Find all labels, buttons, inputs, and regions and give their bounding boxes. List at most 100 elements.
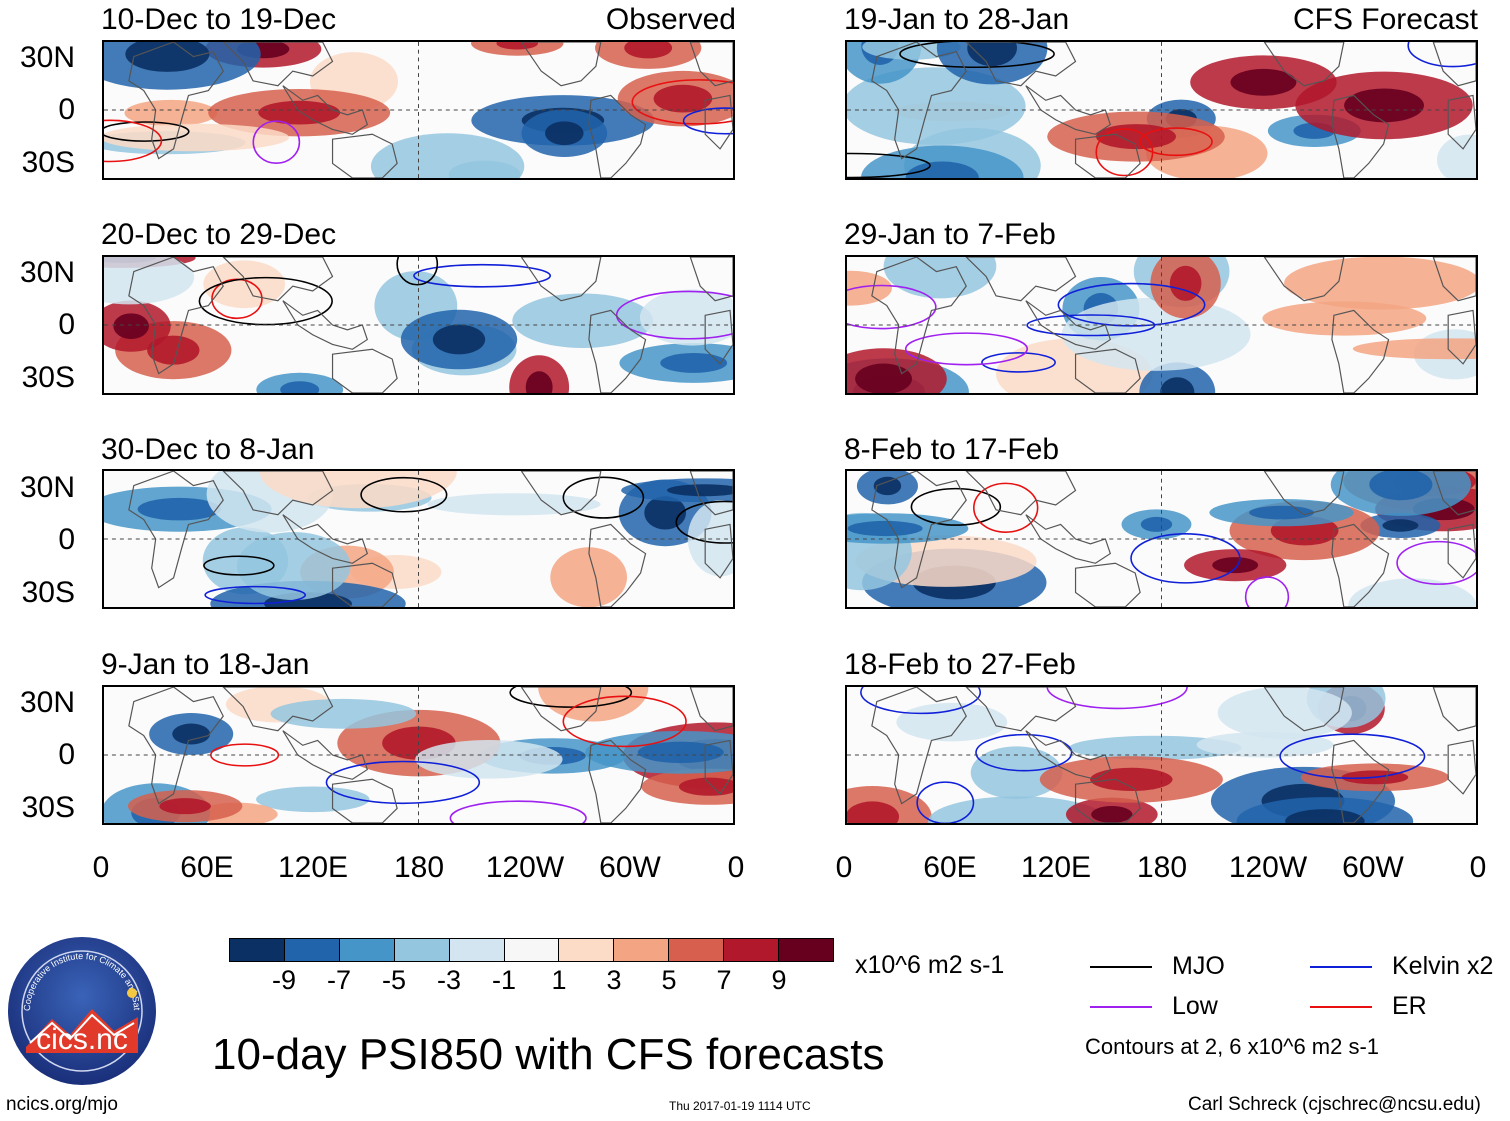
map-field bbox=[847, 42, 1476, 178]
legend-line-kelvin bbox=[1310, 966, 1372, 968]
map-panel bbox=[102, 469, 735, 609]
cics-logo: Cooperative Institute for Climate and Sa… bbox=[3, 927, 158, 1087]
lon-label: 60E bbox=[180, 851, 234, 884]
legend-label-low: Low bbox=[1172, 992, 1218, 1020]
colorbar-swatch bbox=[778, 939, 833, 961]
colorbar-tick-label: -5 bbox=[381, 965, 406, 995]
colorbar-swatch bbox=[393, 939, 449, 961]
map-panel bbox=[102, 685, 735, 825]
author-credit: Carl Schreck (cjschrec@ncsu.edu) bbox=[1188, 1094, 1481, 1115]
anomaly-shading bbox=[847, 42, 1476, 178]
colorbar-swatch bbox=[558, 939, 614, 961]
map-panel bbox=[845, 469, 1478, 609]
colorbar-tick-label: 5 bbox=[661, 965, 677, 995]
colorbar-swatch bbox=[283, 939, 339, 961]
lon-label: 180 bbox=[393, 851, 445, 884]
lon-label: 60W bbox=[1342, 851, 1404, 884]
panel-title: 19-Jan to 28-Jan bbox=[844, 3, 1070, 36]
anomaly-shading bbox=[104, 42, 733, 178]
colorbar-tick-label: -9 bbox=[271, 965, 296, 995]
lat-label-0: 0 bbox=[58, 93, 75, 126]
legend-label-er: ER bbox=[1392, 992, 1427, 1020]
wave-contours bbox=[210, 687, 687, 823]
wave-contours bbox=[104, 79, 733, 164]
panel-title: 8-Feb to 17-Feb bbox=[844, 433, 1060, 466]
lon-label: 0 bbox=[835, 851, 853, 884]
map-panel bbox=[845, 255, 1478, 395]
colorbar-tick-label: -7 bbox=[326, 965, 351, 995]
coastlines bbox=[871, 687, 1476, 823]
colorbar-tick-label: 9 bbox=[771, 965, 787, 995]
anomaly-shading bbox=[847, 257, 1476, 393]
map-panel bbox=[845, 685, 1478, 825]
legend-line-er bbox=[1310, 1006, 1372, 1008]
lat-label-0: 0 bbox=[58, 308, 75, 341]
anomaly-shading bbox=[104, 471, 733, 607]
colorbar-tick-label: 1 bbox=[551, 965, 567, 995]
colorbar-tick-label: 3 bbox=[606, 965, 622, 995]
colorbar-swatch bbox=[503, 939, 559, 961]
lat-label-30n: 30N bbox=[19, 686, 75, 719]
panel-title: 18-Feb to 27-Feb bbox=[844, 648, 1076, 681]
lat-label-30s: 30S bbox=[21, 576, 75, 609]
colorbar-swatch bbox=[230, 939, 284, 961]
contours-note: Contours at 2, 6 x10^6 m2 s-1 bbox=[1085, 1034, 1380, 1059]
colorbar-swatch bbox=[338, 939, 394, 961]
coastlines bbox=[871, 257, 1476, 393]
map-field bbox=[847, 257, 1476, 393]
panel-title: 29-Jan to 7-Feb bbox=[844, 218, 1056, 251]
lat-label-30s: 30S bbox=[21, 791, 75, 824]
coastlines bbox=[128, 257, 733, 393]
coastlines bbox=[128, 471, 733, 607]
coastlines bbox=[871, 42, 1476, 178]
lat-label-30s: 30S bbox=[21, 146, 75, 179]
panel-title: 20-Dec to 29-Dec bbox=[101, 218, 337, 251]
map-panel bbox=[102, 255, 735, 395]
colorbar-swatch bbox=[668, 939, 724, 961]
lat-label-0: 0 bbox=[58, 738, 75, 771]
colorbar-units: x10^6 m2 s-1 bbox=[855, 951, 1005, 979]
forecast-tag: CFS Forecast bbox=[1292, 3, 1478, 36]
coastlines bbox=[871, 471, 1476, 607]
lon-label: 60W bbox=[599, 851, 661, 884]
cics-logo-icon: Cooperative Institute for Climate and Sa… bbox=[3, 927, 156, 1085]
colorbar-tick-label: -3 bbox=[436, 965, 461, 995]
panel-title: 10-Dec to 19-Dec bbox=[101, 3, 337, 36]
anomaly-shading bbox=[847, 687, 1450, 823]
panel-title: 30-Dec to 8-Jan bbox=[101, 433, 315, 466]
wave-contours bbox=[910, 482, 1476, 607]
map-field bbox=[104, 471, 733, 607]
lon-label: 60E bbox=[923, 851, 977, 884]
lat-label-30n: 30N bbox=[19, 471, 75, 504]
map-field bbox=[847, 471, 1476, 607]
lon-label: 180 bbox=[1136, 851, 1188, 884]
legend-label-kelvin: Kelvin x2 bbox=[1392, 952, 1494, 980]
lon-label: 0 bbox=[92, 851, 110, 884]
colorbar-swatch bbox=[448, 939, 504, 961]
lat-label-30n: 30N bbox=[19, 256, 75, 289]
colorbar-tick-label: 7 bbox=[716, 965, 732, 995]
lon-label: 0 bbox=[1469, 851, 1487, 884]
map-field bbox=[104, 42, 733, 178]
legend-line-low bbox=[1090, 1006, 1152, 1008]
map-panel bbox=[845, 40, 1478, 180]
map-field bbox=[847, 687, 1476, 823]
wave-contours bbox=[203, 476, 733, 605]
legend-label-mjo: MJO bbox=[1172, 952, 1225, 980]
colorbar-swatch bbox=[723, 939, 779, 961]
map-panel bbox=[102, 40, 735, 180]
legend-line-mjo bbox=[1090, 966, 1152, 968]
coastlines bbox=[128, 687, 733, 823]
main-title: 10-day PSI850 with CFS forecasts bbox=[212, 1030, 885, 1079]
anomaly-shading bbox=[104, 257, 733, 393]
timestamp: Thu 2017-01-19 1114 UTC bbox=[669, 1099, 811, 1113]
lon-label: 120E bbox=[277, 851, 349, 884]
map-field bbox=[104, 257, 733, 393]
lon-label: 120W bbox=[1228, 851, 1308, 884]
wave-contours bbox=[847, 42, 1476, 178]
wave-contours bbox=[847, 282, 1206, 373]
website-link[interactable]: ncics.org/mjo bbox=[6, 1094, 118, 1115]
anomaly-shading bbox=[847, 471, 1476, 607]
wave-contours bbox=[198, 257, 733, 340]
colorbar-swatch bbox=[613, 939, 669, 961]
